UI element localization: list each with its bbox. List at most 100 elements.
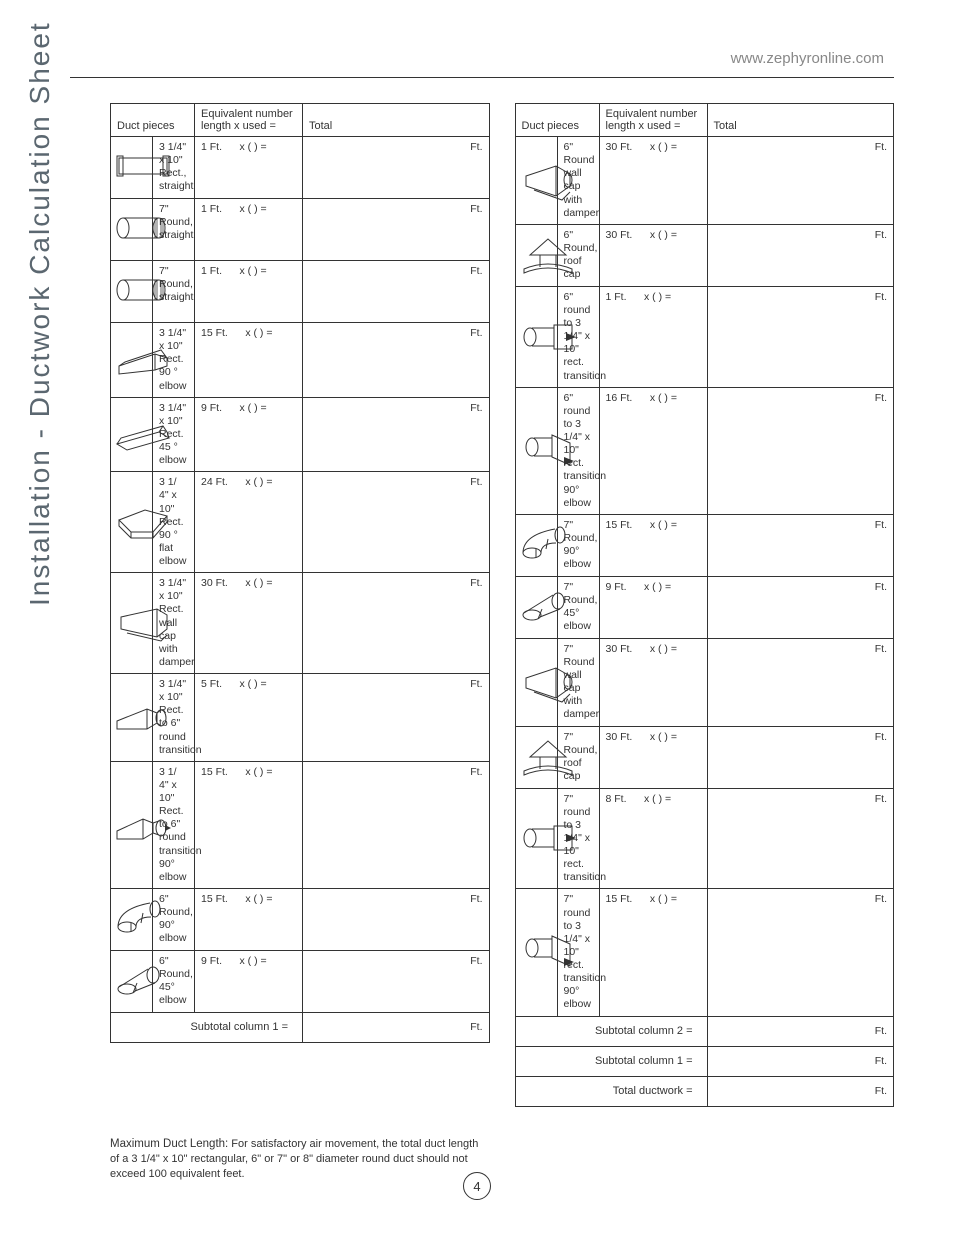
duct-description: 3 1/4" x 10" Rect., straight <box>153 137 195 199</box>
th-duct-pieces: Duct pieces <box>111 104 195 137</box>
equiv-length: 8 Ft. x ( ) = <box>599 788 707 889</box>
rect-flat90-icon <box>111 472 153 573</box>
round-to-rect90-icon <box>515 889 557 1016</box>
table-row: 7" Round, straight1 Ft. x ( ) =Ft. <box>111 261 490 323</box>
duct-description: 6" round to 3 1/4" x 10" rect. transitio… <box>557 286 599 387</box>
round-straight-icon <box>111 261 153 323</box>
round-elbow90-icon <box>111 888 153 950</box>
row-total: Ft. <box>707 137 894 225</box>
row-total: Ft. <box>303 950 490 1012</box>
equiv-length: 24 Ft. x ( ) = <box>195 472 303 573</box>
equiv-length: 1 Ft. x ( ) = <box>195 261 303 323</box>
row-total: Ft. <box>303 261 490 323</box>
rect-wallcap-icon <box>111 573 153 674</box>
table-row: 6" Round, 90° elbow15 Ft. x ( ) =Ft. <box>111 888 490 950</box>
equiv-length: 1 Ft. x ( ) = <box>195 137 303 199</box>
th-total: Total <box>303 104 490 137</box>
table-row: 3 1/4" x 10" Rect. 45 ° elbow9 Ft. x ( )… <box>111 397 490 472</box>
duct-description: 6" Round, roof cap <box>557 224 599 286</box>
rect-elbow45-icon <box>111 397 153 472</box>
duct-description: 6" Round wall cap with damper <box>557 137 599 225</box>
duct-description: 7" Round, straight <box>153 199 195 261</box>
table-row: 7" Round wall cap with damper30 Ft. x ( … <box>515 638 894 726</box>
equiv-length: 9 Ft. x ( ) = <box>195 950 303 1012</box>
subtotal-col2-value: Ft. <box>707 1016 894 1046</box>
table-row: 6" round to 3 1/4" x 10" rect. transitio… <box>515 286 894 387</box>
th-duct-pieces-2: Duct pieces <box>515 104 599 137</box>
equiv-length: 15 Ft. x ( ) = <box>195 888 303 950</box>
table-row: 3 1/4" x 10" Rect. to 6" round transitio… <box>111 674 490 762</box>
duct-description: 3 1/ 4" x 10" Rect. to 6" round transiti… <box>153 761 195 888</box>
duct-description: 3 1/ 4" x 10" Rect. 90 ° flat elbow <box>153 472 195 573</box>
duct-description: 7" round to 3 1/4" x 10" rect. transitio… <box>557 889 599 1016</box>
row-total: Ft. <box>707 576 894 638</box>
duct-description: 3 1/4" x 10" Rect. 45 ° elbow <box>153 397 195 472</box>
duct-description: 3 1/4" x 10" Rect. wall cap with damper <box>153 573 195 674</box>
equiv-length: 15 Ft. x ( ) = <box>195 761 303 888</box>
duct-description: 3 1/4" x 10" Rect. 90 ° elbow <box>153 323 195 398</box>
subtotal-col1-label: Subtotal column 1 = <box>111 1012 303 1042</box>
rect-to-round90-icon <box>111 761 153 888</box>
table-row: 7" Round, straight1 Ft. x ( ) =Ft. <box>111 199 490 261</box>
duct-description: 7" Round, 45° elbow <box>557 576 599 638</box>
row-total: Ft. <box>303 472 490 573</box>
round-elbow45-icon <box>111 950 153 1012</box>
row-total: Ft. <box>707 514 894 576</box>
rect-straight-icon <box>111 137 153 199</box>
row-total: Ft. <box>303 323 490 398</box>
duct-description: 7" Round, straight <box>153 261 195 323</box>
equiv-length: 1 Ft. x ( ) = <box>599 286 707 387</box>
table-row: 6" Round, 45° elbow9 Ft. x ( ) =Ft. <box>111 950 490 1012</box>
subtotal-col1-label-2: Subtotal column 1 = <box>515 1046 707 1076</box>
round-to-rect90-icon <box>515 387 557 514</box>
duct-description: 6" Round, 45° elbow <box>153 950 195 1012</box>
subtotal-col2-label: Subtotal column 2 = <box>515 1016 707 1046</box>
table-row: 7" Round, 90° elbow15 Ft. x ( ) =Ft. <box>515 514 894 576</box>
th-total-2: Total <box>707 104 894 137</box>
round-straight-icon <box>111 199 153 261</box>
table-row: 6" round to 3 1/4" x 10" rect. transitio… <box>515 387 894 514</box>
duct-table-1: Duct pieces Equivalent number length x u… <box>110 103 490 1043</box>
row-total: Ft. <box>303 888 490 950</box>
row-total: Ft. <box>707 889 894 1016</box>
table-row: 3 1/4" x 10" Rect. wall cap with damper3… <box>111 573 490 674</box>
table-row: 3 1/ 4" x 10" Rect. to 6" round transiti… <box>111 761 490 888</box>
round-elbow90-icon <box>515 514 557 576</box>
equiv-length: 15 Ft. x ( ) = <box>195 323 303 398</box>
rect-elbow90-icon <box>111 323 153 398</box>
row-total: Ft. <box>707 788 894 889</box>
table-row: 6" Round, roof cap30 Ft. x ( ) =Ft. <box>515 224 894 286</box>
duct-description: 7" Round, roof cap <box>557 726 599 788</box>
total-ductwork-value: Ft. <box>707 1076 894 1106</box>
equiv-length: 30 Ft. x ( ) = <box>599 137 707 225</box>
equiv-length: 30 Ft. x ( ) = <box>599 638 707 726</box>
duct-description: 7" round to 3 1/4" x 10" rect. transitio… <box>557 788 599 889</box>
equiv-length: 5 Ft. x ( ) = <box>195 674 303 762</box>
duct-description: 6" Round, 90° elbow <box>153 888 195 950</box>
duct-description: 7" Round wall cap with damper <box>557 638 599 726</box>
th-equiv: Equivalent number length x used = <box>195 104 303 137</box>
roofcap-icon <box>515 224 557 286</box>
table-row: 6" Round wall cap with damper30 Ft. x ( … <box>515 137 894 225</box>
equiv-length: 9 Ft. x ( ) = <box>599 576 707 638</box>
duct-description: 7" Round, 90° elbow <box>557 514 599 576</box>
rect-to-round-icon <box>111 674 153 762</box>
footnote-bold: Maximum Duct Length: <box>110 1138 228 1150</box>
row-total: Ft. <box>303 397 490 472</box>
th-equiv-2: Equivalent number length x used = <box>599 104 707 137</box>
row-total: Ft. <box>707 726 894 788</box>
table-row: 7" Round, roof cap30 Ft. x ( ) =Ft. <box>515 726 894 788</box>
total-ductwork-label: Total ductwork = <box>515 1076 707 1106</box>
equiv-length: 9 Ft. x ( ) = <box>195 397 303 472</box>
equiv-length: 16 Ft. x ( ) = <box>599 387 707 514</box>
row-total: Ft. <box>707 638 894 726</box>
equiv-length: 30 Ft. x ( ) = <box>195 573 303 674</box>
page-number: 4 <box>463 1172 491 1200</box>
equiv-length: 30 Ft. x ( ) = <box>599 726 707 788</box>
table-row: 7" Round, 45° elbow9 Ft. x ( ) =Ft. <box>515 576 894 638</box>
row-total: Ft. <box>707 286 894 387</box>
duct-description: 3 1/4" x 10" Rect. to 6" round transitio… <box>153 674 195 762</box>
round-to-rect-icon <box>515 788 557 889</box>
header-rule <box>70 77 894 78</box>
duct-table-2: Duct pieces Equivalent number length x u… <box>515 103 895 1107</box>
